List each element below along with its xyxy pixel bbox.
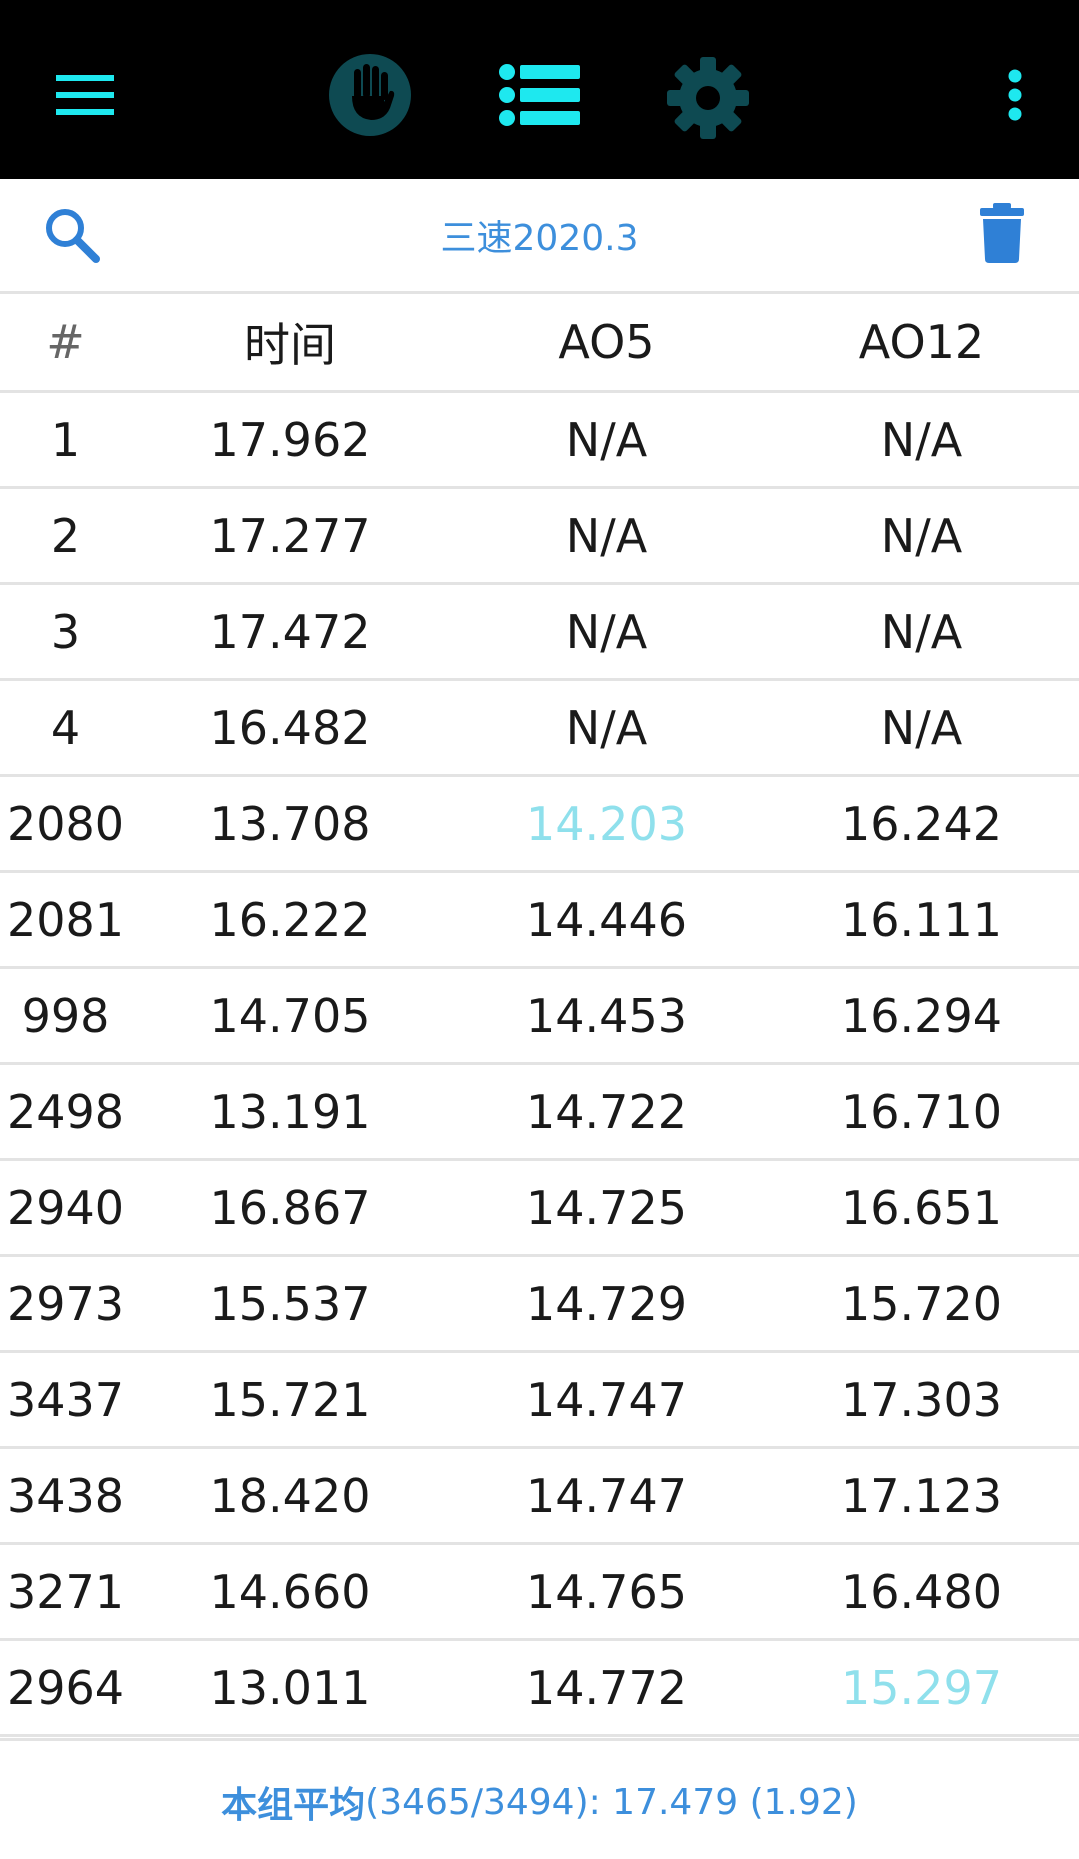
solves-table: # 时间 AO5 AO12 1 17.962 N/A N/A 2 17.277 …	[0, 294, 1079, 1737]
footer-divider	[0, 1738, 1079, 1741]
solve-index: 3438	[6, 1468, 125, 1523]
solve-time: 16.482	[209, 700, 371, 755]
solve-ao12: 17.123	[841, 1468, 1002, 1523]
solve-index: 4	[50, 700, 81, 755]
search-button[interactable]	[42, 205, 107, 270]
solve-ao5: 14.765	[526, 1564, 687, 1619]
session-toolbar: 三速2020.3	[0, 179, 1079, 294]
solve-time: 13.191	[209, 1084, 371, 1139]
table-row[interactable]: 1 17.962 N/A N/A	[0, 393, 1079, 489]
solve-ao5: 14.453	[526, 988, 687, 1043]
timer-tab-button[interactable]	[320, 45, 420, 145]
search-icon	[46, 209, 100, 263]
solve-time: 14.705	[209, 988, 371, 1043]
table-row[interactable]: 3271 14.660 14.765 16.480	[0, 1545, 1079, 1641]
session-title[interactable]: 三速2020.3	[440, 218, 639, 259]
solve-ao12: 16.710	[841, 1084, 1002, 1139]
more-options-button[interactable]	[985, 55, 1045, 135]
trash-icon	[980, 203, 1024, 263]
solve-time: 17.962	[209, 412, 371, 467]
gear-icon	[666, 56, 749, 139]
solve-index: 3271	[6, 1564, 125, 1619]
session-average-value: (3465/3494): 17.479 (1.92)	[365, 1781, 858, 1823]
table-row[interactable]: 2964 13.011 14.772 15.297	[0, 1641, 1079, 1737]
more-vert-icon	[1008, 69, 1022, 121]
solve-ao5: 14.772	[526, 1660, 687, 1715]
solve-index: 2973	[6, 1276, 125, 1331]
solve-time: 15.537	[209, 1276, 371, 1331]
solve-time: 17.277	[209, 508, 371, 563]
solve-ao12: N/A	[880, 700, 963, 755]
solve-ao5: 14.725	[526, 1180, 687, 1235]
table-row[interactable]: 4 16.482 N/A N/A	[0, 681, 1079, 777]
table-row[interactable]: 2498 13.191 14.722 16.710	[0, 1065, 1079, 1161]
solve-ao12: N/A	[880, 604, 963, 659]
table-row[interactable]: 2081 16.222 14.446 16.111	[0, 873, 1079, 969]
solve-index: 2498	[6, 1084, 125, 1139]
solve-ao12: 16.480	[841, 1564, 1002, 1619]
solve-ao12: N/A	[880, 508, 963, 563]
solve-index: 2081	[6, 892, 125, 947]
solve-time: 14.660	[209, 1564, 371, 1619]
solve-time: 13.011	[209, 1660, 371, 1715]
table-row[interactable]: 2940 16.867 14.725 16.651	[0, 1161, 1079, 1257]
table-row[interactable]: 2080 13.708 14.203 16.242	[0, 777, 1079, 873]
menu-button[interactable]	[40, 50, 130, 140]
solve-ao5: 14.722	[526, 1084, 687, 1139]
app-bar	[0, 0, 1079, 179]
session-average-label: 本组平均	[221, 1785, 366, 1826]
solve-time: 17.472	[209, 604, 371, 659]
solve-ao12-best: 15.297	[841, 1660, 1002, 1715]
solve-time: 18.420	[209, 1468, 371, 1523]
table-row[interactable]: 3438 18.420 14.747 17.123	[0, 1449, 1079, 1545]
solve-index: 3	[50, 604, 81, 659]
solve-ao5: 14.747	[526, 1372, 687, 1427]
solve-time: 16.867	[209, 1180, 371, 1235]
solve-ao12: 16.651	[841, 1180, 1002, 1235]
solve-ao5: 14.729	[526, 1276, 687, 1331]
table-row[interactable]: 2 17.277 N/A N/A	[0, 489, 1079, 585]
solve-time: 15.721	[209, 1372, 371, 1427]
table-row[interactable]: 3437 15.721 14.747 17.303	[0, 1353, 1079, 1449]
solve-ao5: N/A	[565, 412, 648, 467]
solve-index: 3437	[6, 1372, 125, 1427]
solve-ao5: 14.446	[526, 892, 687, 947]
solve-ao12: 17.303	[841, 1372, 1002, 1427]
table-row[interactable]: 3 17.472 N/A N/A	[0, 585, 1079, 681]
header-index[interactable]: #	[46, 315, 85, 369]
solve-ao12: N/A	[880, 412, 963, 467]
solve-ao5: 14.747	[526, 1468, 687, 1523]
header-ao12[interactable]: AO12	[858, 315, 985, 369]
solve-time: 13.708	[209, 796, 371, 851]
solve-index: 998	[21, 988, 110, 1043]
header-ao5[interactable]: AO5	[558, 315, 655, 369]
list-icon	[499, 64, 580, 126]
solve-ao5: N/A	[565, 508, 648, 563]
session-average-footer: 本组平均 (3465/3494): 17.479 (1.92)	[0, 1745, 1079, 1859]
solve-ao12: 15.720	[841, 1276, 1002, 1331]
solve-ao5: N/A	[565, 700, 648, 755]
solve-index: 2940	[6, 1180, 125, 1235]
palm-timer-icon	[329, 54, 411, 136]
table-row[interactable]: 998 14.705 14.453 16.294	[0, 969, 1079, 1065]
header-time[interactable]: 时间	[244, 318, 336, 372]
solve-time: 16.222	[209, 892, 371, 947]
solve-ao12: 16.111	[841, 892, 1002, 947]
settings-tab-button[interactable]	[655, 45, 760, 150]
solve-ao12: 16.294	[841, 988, 1002, 1043]
menu-icon	[56, 75, 114, 115]
solve-index: 2964	[6, 1660, 125, 1715]
delete-button[interactable]	[978, 203, 1030, 268]
solve-index: 2080	[6, 796, 125, 851]
solve-index: 2	[50, 508, 81, 563]
solve-index: 1	[50, 412, 81, 467]
table-row[interactable]: 2973 15.537 14.729 15.720	[0, 1257, 1079, 1353]
solve-ao5-best: 14.203	[526, 796, 687, 851]
solve-ao12: 16.242	[841, 796, 1002, 851]
list-tab-button[interactable]	[490, 45, 590, 145]
solve-ao5: N/A	[565, 604, 648, 659]
table-header: # 时间 AO5 AO12	[0, 294, 1079, 393]
